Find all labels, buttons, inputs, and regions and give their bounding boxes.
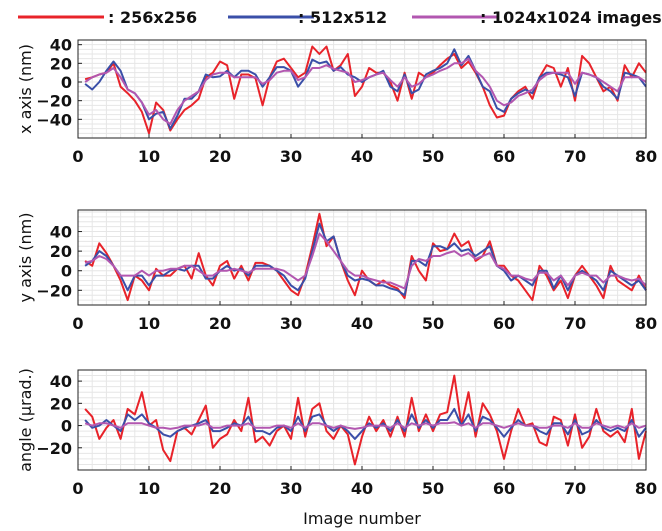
- x-tick-label: 20: [209, 314, 231, 333]
- series-line: [84, 57, 647, 125]
- x-tick-label: 80: [635, 147, 657, 166]
- x-tick-label: 70: [564, 147, 586, 166]
- x-tick-label: 60: [493, 479, 515, 498]
- y-tick-label: 40: [50, 223, 72, 242]
- x-tick-label: 80: [635, 479, 657, 498]
- x-tick-label: 30: [280, 147, 302, 166]
- x-tick-label: 10: [138, 314, 160, 333]
- y-tick-label: −20: [36, 281, 72, 300]
- x-tick-label: 0: [72, 479, 83, 498]
- y-tick-label: 0: [61, 417, 72, 436]
- x-tick-label: 10: [138, 479, 160, 498]
- series-line: [84, 45, 647, 135]
- x-tick-label: 60: [493, 314, 515, 333]
- y-tick-label: 0: [61, 73, 72, 92]
- x-tick-label: 80: [635, 314, 657, 333]
- x-tick-label: 20: [209, 479, 231, 498]
- y-tick-label: −20: [36, 439, 72, 458]
- y-tick-label: 20: [50, 54, 72, 73]
- y-tick-label: 0: [61, 262, 72, 281]
- x-tick-label: 30: [280, 479, 302, 498]
- y-tick-label: 40: [50, 372, 72, 391]
- x-tick-label: 40: [351, 479, 373, 498]
- x-axis-label: Image number: [303, 509, 421, 528]
- x-tick-label: 60: [493, 147, 515, 166]
- y-tick-label: 20: [50, 394, 72, 413]
- x-tick-label: 70: [564, 479, 586, 498]
- y-axis-label: y axis (nm): [16, 213, 35, 303]
- x-tick-label: 30: [280, 314, 302, 333]
- series-line: [84, 421, 647, 430]
- y-tick-label: −40: [36, 110, 72, 129]
- x-tick-label: 10: [138, 147, 160, 166]
- x-tick-label: 20: [209, 147, 231, 166]
- legend: : 256x256 : 512x512 : 1024x1024 images: [18, 8, 662, 27]
- x-tick-label: 40: [351, 314, 373, 333]
- series-line: [84, 232, 647, 290]
- x-tick-label: 50: [422, 479, 444, 498]
- chart-panel: 0 10 20 30 40 50 60 70 80 −20 0 20 40 angle (µrad.): [16, 368, 657, 498]
- y-axis-label: x axis (nm): [16, 44, 35, 134]
- x-tick-label: 50: [422, 147, 444, 166]
- y-tick-label: −20: [36, 92, 72, 111]
- legend-label: : 512x512: [298, 8, 387, 27]
- x-tick-label: 0: [72, 147, 83, 166]
- x-tick-label: 0: [72, 314, 83, 333]
- x-tick-label: 50: [422, 314, 444, 333]
- x-tick-label: 70: [564, 314, 586, 333]
- series-line: [84, 48, 647, 130]
- legend-label: : 1024x1024 images: [480, 8, 662, 27]
- x-tick-label: 40: [351, 147, 373, 166]
- y-tick-label: 20: [50, 242, 72, 261]
- y-tick-label: 40: [50, 36, 72, 55]
- y-axis-label: angle (µrad.): [16, 368, 35, 472]
- legend-label: : 256x256: [108, 8, 197, 27]
